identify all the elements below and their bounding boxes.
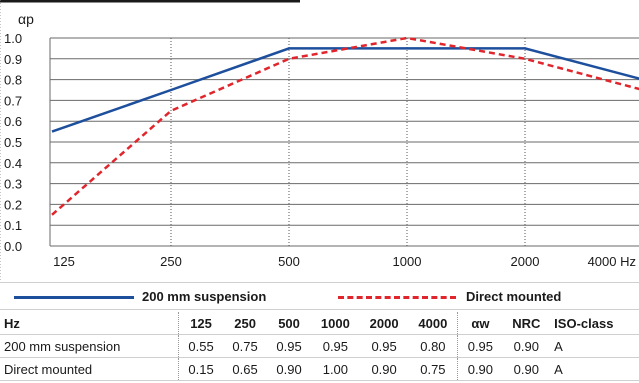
cell: 0.55 (178, 334, 224, 358)
cell: 0.90 (267, 357, 312, 381)
cell: 0.75 (408, 357, 458, 381)
y-tick-label: 0.4 (4, 156, 22, 171)
aw-header: αw (457, 312, 503, 335)
cell: 1.00 (311, 357, 360, 381)
row-label: Direct mounted (0, 357, 179, 381)
cell: 0.95 (267, 334, 312, 358)
absorption-table: Hz 125 250 500 1000 2000 4000 αw NRC ISO… (0, 312, 639, 381)
cell: 0.95 (359, 334, 409, 358)
table-row: Direct mounted 0.15 0.65 0.90 1.00 0.90 … (0, 357, 639, 381)
row-label: 200 mm suspension (0, 334, 179, 358)
cell: 0.95 (311, 334, 360, 358)
legend-line-suspension (14, 296, 134, 299)
cell: 0.75 (223, 334, 268, 358)
aw-cell: 0.95 (457, 334, 503, 358)
legend: 200 mm suspension Direct mounted (0, 282, 639, 310)
y-tick-label: 0.8 (4, 73, 22, 88)
nrc-cell: 0.90 (502, 357, 551, 381)
x-tick-label: 500 (278, 254, 300, 269)
y-axis-label: αp (18, 11, 34, 27)
series-line-suspension (51, 47, 639, 133)
grid (0, 0, 639, 282)
x-tick-label: 125 (53, 254, 75, 269)
x-tick-label: 1000 (393, 254, 422, 269)
y-tick-label: 0.9 (4, 52, 22, 67)
x-tick-label: 2000 (511, 254, 540, 269)
cell: 0.65 (223, 357, 268, 381)
aw-cell: 0.90 (457, 357, 503, 381)
y-tick-label: 0.6 (4, 114, 22, 129)
y-tick-label: 0.0 (4, 239, 22, 254)
freq-header: 4000 (408, 312, 458, 335)
y-tick-label: 0.5 (4, 135, 22, 150)
y-tick-label: 1.0 (4, 31, 22, 46)
table-row: 200 mm suspension 0.55 0.75 0.95 0.95 0.… (0, 334, 639, 358)
cell: 0.90 (359, 357, 409, 381)
legend-label-direct: Direct mounted (466, 289, 562, 304)
table-header-row: Hz 125 250 500 1000 2000 4000 αw NRC ISO… (0, 312, 639, 335)
y-tick-label: 0.1 (4, 218, 22, 233)
iso-cell: A (550, 334, 639, 358)
freq-header: 2000 (359, 312, 409, 335)
svg-text:αp: αp (18, 11, 34, 27)
cell: 0.80 (408, 334, 458, 358)
y-tick-label: 0.7 (4, 93, 22, 108)
iso-header: ISO-class (550, 312, 639, 335)
series-line-direct (51, 36, 639, 216)
legend-line-direct (338, 296, 456, 299)
freq-header: 125 (178, 312, 224, 335)
freq-header: 500 (267, 312, 312, 335)
legend-label-suspension: 200 mm suspension (142, 289, 267, 304)
nrc-cell: 0.90 (502, 334, 551, 358)
x-tick-label: 4000 Hz (588, 254, 636, 269)
hz-header: Hz (0, 312, 179, 335)
freq-header: 250 (223, 312, 268, 335)
iso-cell: A (550, 357, 639, 381)
absorption-chart: αp 0.0 0.1 0.2 0.3 0.4 0.5 0.6 0.7 0.8 0.9 1.0 125… (0, 0, 639, 282)
cell: 0.15 (178, 357, 224, 381)
y-tick-label: 0.3 (4, 177, 22, 192)
x-tick-labels: 125 250 500 1000 2000 4000 Hz (53, 254, 636, 269)
y-tick-labels: 0.0 0.1 0.2 0.3 0.4 0.5 0.6 0.7 0.8 0.9 1.0 (4, 31, 22, 254)
y-tick-label: 0.2 (4, 197, 22, 212)
x-tick-label: 250 (160, 254, 182, 269)
series-lines (51, 36, 639, 216)
freq-header: 1000 (311, 312, 360, 335)
nrc-header: NRC (502, 312, 551, 335)
